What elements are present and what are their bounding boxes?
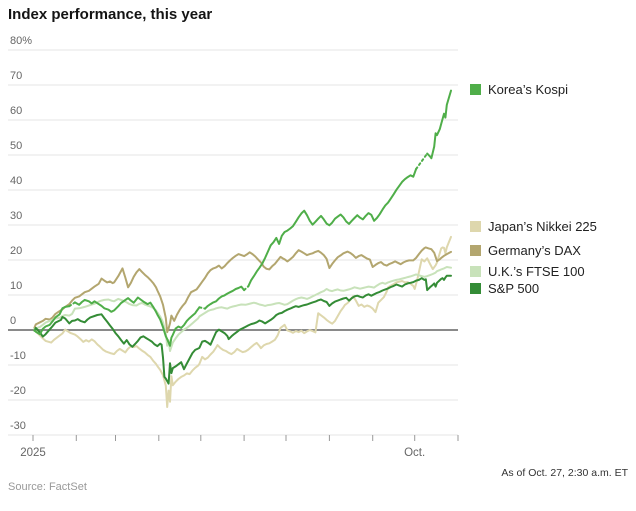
y-axis-tick-label: 50 <box>10 140 23 152</box>
legend-swatch-sp500 <box>470 283 481 294</box>
legend-label-ftse: U.K.’s FTSE 100 <box>488 264 585 279</box>
legend-item-kospi: Korea’s Kospi <box>470 82 568 97</box>
source-credit: Source: FactSet <box>8 481 87 493</box>
y-axis-tick-label: -20 <box>10 385 26 397</box>
legend-swatch-ftse <box>470 266 481 277</box>
legend-item-sp500: S&P 500 <box>470 281 539 296</box>
x-axis-tick-label: Oct. <box>404 447 426 459</box>
y-axis-tick-label: 30 <box>10 210 23 222</box>
chart-title: Index performance, this year <box>8 6 213 23</box>
x-axis-tick-label: 2025 <box>20 447 46 459</box>
legend-label-kospi: Korea’s Kospi <box>488 82 568 97</box>
y-axis-tick-label: -30 <box>10 420 26 432</box>
y-axis-tick-label: 40 <box>10 175 23 187</box>
legend-label-nikkei: Japan’s Nikkei 225 <box>488 219 597 234</box>
y-axis-tick-label: 0 <box>10 315 17 327</box>
legend-item-dax: Germany’s DAX <box>470 243 581 258</box>
as-of-timestamp: As of Oct. 27, 2:30 a.m. ET <box>501 467 628 479</box>
y-axis-tick-label: 80% <box>10 35 33 47</box>
y-axis-tick-label: 10 <box>10 280 23 292</box>
legend-item-ftse: U.K.’s FTSE 100 <box>470 264 585 279</box>
y-axis-tick-label: 70 <box>10 70 23 82</box>
legend-item-nikkei: Japan’s Nikkei 225 <box>470 219 597 234</box>
legend-swatch-nikkei <box>470 221 481 232</box>
legend-swatch-kospi <box>470 84 481 95</box>
y-axis-tick-label: 60 <box>10 105 23 117</box>
legend-label-sp500: S&P 500 <box>488 281 540 296</box>
y-axis-tick-label: 20 <box>10 245 23 257</box>
legend-label-dax: Germany’s DAX <box>488 243 581 258</box>
y-axis-tick-label: -10 <box>10 350 26 362</box>
legend-swatch-dax <box>470 245 481 256</box>
